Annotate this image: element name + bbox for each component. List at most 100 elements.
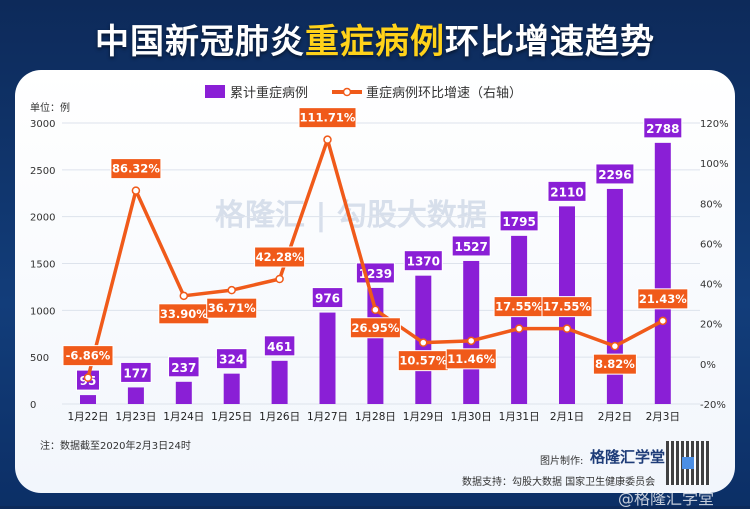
bar-label-box: [499, 210, 539, 232]
bar-label-box: [547, 180, 587, 202]
left-tick-label: 1000: [30, 306, 55, 317]
bar-label: 324: [219, 353, 244, 367]
line-point: [323, 135, 332, 144]
line-label: 26.95%: [351, 321, 399, 335]
line-point: [610, 341, 620, 351]
x-tick-label: 1月29日: [403, 411, 444, 423]
line-point: [131, 186, 141, 195]
bar-label: 2296: [598, 168, 631, 182]
right-tick-label: 60%: [700, 239, 722, 250]
right-tick-label: 0%: [700, 360, 716, 371]
line-point: [562, 324, 572, 333]
line-label-box: [110, 158, 162, 180]
maker-label: 图片制作:: [540, 456, 584, 467]
bar-label: 237: [171, 361, 196, 375]
left-tick-label: 3000: [30, 119, 55, 130]
x-tick-label: 1月24日: [163, 411, 204, 423]
line-label-box: [206, 297, 258, 319]
line-point: [83, 373, 93, 382]
x-tick-label: 2月2日: [598, 411, 632, 423]
bar-label: 976: [315, 292, 340, 306]
bar: [654, 142, 671, 404]
right-tick-label: 120%: [700, 119, 729, 130]
left-tick-label: 500: [30, 353, 49, 364]
bar: [223, 373, 240, 404]
line-label: 42.28%: [256, 250, 304, 264]
line-label: 86.32%: [112, 162, 160, 176]
bar-label-box: [215, 348, 248, 370]
line-label: 11.46%: [447, 352, 495, 366]
bar-label-box: [403, 250, 443, 272]
x-tick-label: 1月26日: [259, 411, 300, 423]
line-label: 33.90%: [160, 307, 208, 321]
bar-label-box: [595, 163, 635, 185]
bar-label-box: [263, 335, 296, 357]
x-tick-label: 1月23日: [115, 411, 156, 423]
line-point: [419, 338, 428, 347]
bar-label: 2110: [550, 185, 583, 199]
line-label-box: [592, 353, 637, 375]
bar-label-box: [120, 361, 152, 383]
x-tick-label: 1月28日: [355, 411, 396, 423]
bar: [175, 381, 192, 404]
right-tick-label: 20%: [700, 320, 722, 331]
bar-label: 1795: [502, 215, 535, 229]
left-tick-label: 2000: [30, 213, 55, 224]
data-source: 数据支持：勾股大数据 国家卫生健康委员会: [462, 477, 656, 488]
weibo-watermark: @格隆汇学堂: [618, 489, 715, 508]
line-label-box: [298, 107, 357, 129]
line-label: 36.71%: [208, 301, 256, 315]
line-label: -6.86%: [66, 349, 111, 363]
bar: [606, 188, 623, 404]
line-label-box: [541, 296, 593, 318]
x-tick-label: 1月22日: [67, 411, 108, 423]
bar: [367, 287, 384, 404]
line-point: [179, 291, 189, 301]
line-point: [227, 285, 236, 295]
bar-label: 461: [267, 340, 292, 354]
line-label-box: [349, 317, 401, 339]
x-tick-label: 2月3日: [646, 411, 680, 423]
legend-line-marker: [342, 87, 352, 97]
right-tick-label: -20%: [700, 400, 726, 411]
line-point: [658, 316, 668, 326]
line-point: [466, 336, 476, 346]
title-highlight: 重症病例: [305, 22, 445, 62]
line-label-box: [254, 246, 306, 268]
bar: [80, 395, 96, 404]
x-tick-label: 1月31日: [499, 411, 540, 423]
footnote: 注：数据截至2020年2月3日24时: [40, 441, 191, 452]
line-point: [371, 305, 380, 315]
x-tick-label: 2月1日: [550, 411, 584, 423]
unit-label: 单位：例: [30, 101, 70, 114]
line-label: 8.82%: [595, 357, 635, 371]
x-tick-label: 1月25日: [211, 411, 252, 423]
line-label-box: [62, 345, 114, 367]
line-label: 10.57%: [399, 354, 447, 368]
title-part: 环比增速趋势: [445, 22, 655, 62]
line-label: 111.71%: [300, 111, 356, 125]
left-tick-label: 2500: [30, 166, 55, 177]
line-label: 21.43%: [639, 292, 687, 306]
bar: [127, 387, 144, 404]
bar: [271, 360, 288, 404]
line-label: 17.55%: [495, 300, 543, 314]
left-tick-label: 0: [30, 400, 36, 411]
title-part: 中国新冠肺炎: [95, 22, 305, 62]
legend-bar-swatch: [205, 85, 225, 98]
line-label: 17.55%: [543, 300, 591, 314]
line-point: [275, 274, 284, 284]
chart-title: 中国新冠肺炎重症病例环比增速趋势: [0, 14, 750, 63]
left-tick-label: 1500: [30, 260, 55, 271]
bar: [511, 235, 528, 404]
qr-code: [666, 441, 710, 485]
bar-label: 177: [123, 366, 148, 380]
right-tick-label: 80%: [700, 199, 722, 210]
bar: [463, 260, 480, 404]
legend-bar-label: 累计重症病例: [230, 85, 308, 101]
bar-label: 1527: [454, 240, 487, 254]
legend-line-label: 重症病例环比增速（右轴）: [366, 85, 522, 101]
bar-label: 1370: [407, 255, 440, 269]
bar-label-box: [168, 356, 200, 378]
line-label-box: [445, 348, 497, 370]
